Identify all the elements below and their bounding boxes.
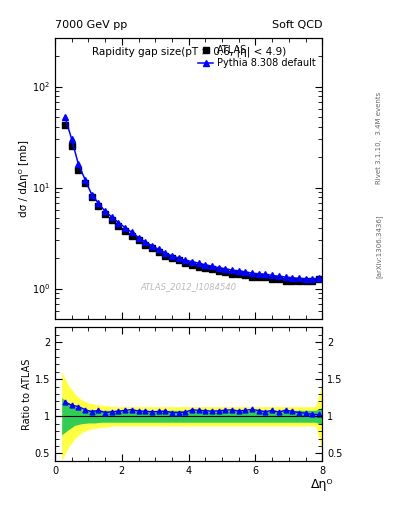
Pythia 8.308 default [156, 246, 161, 252]
Pythia 8.308 default [277, 273, 281, 280]
Pythia 8.308 default [170, 253, 174, 259]
Pythia 8.308 default [297, 275, 301, 282]
Y-axis label: Ratio to ATLAS: Ratio to ATLAS [22, 358, 32, 430]
ATLAS [210, 266, 215, 272]
Legend: ATLAS, Pythia 8.308 default: ATLAS, Pythia 8.308 default [195, 41, 320, 72]
ATLAS [156, 249, 161, 255]
ATLAS [190, 262, 195, 268]
Text: Rapidity gap size(pT > 0.6, |η| < 4.9): Rapidity gap size(pT > 0.6, |η| < 4.9) [92, 47, 286, 57]
Pythia 8.308 default [83, 177, 88, 183]
ATLAS [237, 271, 241, 277]
ATLAS [257, 274, 261, 280]
ATLAS [136, 237, 141, 243]
ATLAS [196, 264, 201, 270]
ATLAS [263, 274, 268, 280]
ATLAS [217, 268, 221, 274]
ATLAS [170, 255, 174, 261]
ATLAS [203, 265, 208, 271]
Pythia 8.308 default [190, 259, 195, 265]
ATLAS [223, 269, 228, 275]
ATLAS [250, 274, 255, 280]
Pythia 8.308 default [250, 270, 255, 276]
ATLAS [143, 242, 148, 248]
ATLAS [83, 180, 88, 186]
ATLAS [103, 211, 108, 217]
ATLAS [163, 253, 167, 259]
ATLAS [90, 194, 94, 200]
Pythia 8.308 default [303, 275, 308, 282]
Pythia 8.308 default [103, 208, 108, 215]
X-axis label: Δηᴼ: Δηᴼ [311, 478, 334, 491]
Pythia 8.308 default [183, 258, 188, 264]
ATLAS [96, 203, 101, 209]
Pythia 8.308 default [237, 268, 241, 274]
Pythia 8.308 default [283, 274, 288, 280]
ATLAS [310, 278, 314, 284]
ATLAS [270, 275, 274, 282]
Pythia 8.308 default [149, 243, 154, 249]
Pythia 8.308 default [69, 136, 74, 142]
Pythia 8.308 default [203, 262, 208, 268]
Pythia 8.308 default [116, 220, 121, 226]
Pythia 8.308 default [230, 267, 235, 273]
Pythia 8.308 default [196, 260, 201, 266]
Text: ATLAS_2012_I1084540: ATLAS_2012_I1084540 [141, 282, 237, 291]
ATLAS [109, 217, 114, 223]
Text: Rivet 3.1.10,  3.4M events: Rivet 3.1.10, 3.4M events [376, 92, 382, 184]
Pythia 8.308 default [109, 214, 114, 220]
ATLAS [290, 278, 295, 284]
Pythia 8.308 default [217, 265, 221, 271]
ATLAS [230, 271, 235, 277]
Line: Pythia 8.308 default: Pythia 8.308 default [62, 114, 322, 282]
Pythia 8.308 default [163, 250, 167, 256]
Pythia 8.308 default [129, 229, 134, 236]
Pythia 8.308 default [90, 191, 94, 198]
ATLAS [283, 278, 288, 284]
Pythia 8.308 default [310, 276, 314, 283]
Pythia 8.308 default [210, 263, 215, 269]
Pythia 8.308 default [123, 225, 128, 231]
ATLAS [129, 233, 134, 239]
ATLAS [277, 275, 281, 282]
Y-axis label: dσ / dΔηᴼ [mb]: dσ / dΔηᴼ [mb] [19, 140, 29, 217]
Text: 7000 GeV pp: 7000 GeV pp [55, 19, 127, 30]
Pythia 8.308 default [176, 255, 181, 261]
ATLAS [69, 142, 74, 148]
Text: [arXiv:1306.3436]: [arXiv:1306.3436] [376, 214, 383, 278]
Pythia 8.308 default [317, 274, 321, 281]
Pythia 8.308 default [136, 234, 141, 241]
ATLAS [149, 245, 154, 251]
Pythia 8.308 default [223, 266, 228, 272]
ATLAS [63, 121, 68, 127]
ATLAS [243, 272, 248, 279]
ATLAS [183, 260, 188, 266]
ATLAS [303, 278, 308, 284]
Pythia 8.308 default [143, 239, 148, 245]
ATLAS [317, 275, 321, 282]
Text: Soft QCD: Soft QCD [272, 19, 322, 30]
ATLAS [116, 223, 121, 229]
Pythia 8.308 default [63, 114, 68, 120]
Pythia 8.308 default [290, 274, 295, 281]
ATLAS [176, 258, 181, 264]
Pythia 8.308 default [270, 272, 274, 279]
ATLAS [297, 278, 301, 284]
Pythia 8.308 default [96, 200, 101, 206]
ATLAS [76, 167, 81, 173]
Pythia 8.308 default [243, 269, 248, 275]
Pythia 8.308 default [263, 271, 268, 278]
Pythia 8.308 default [257, 271, 261, 277]
ATLAS [123, 228, 128, 234]
Line: ATLAS: ATLAS [62, 121, 322, 284]
Pythia 8.308 default [76, 161, 81, 167]
